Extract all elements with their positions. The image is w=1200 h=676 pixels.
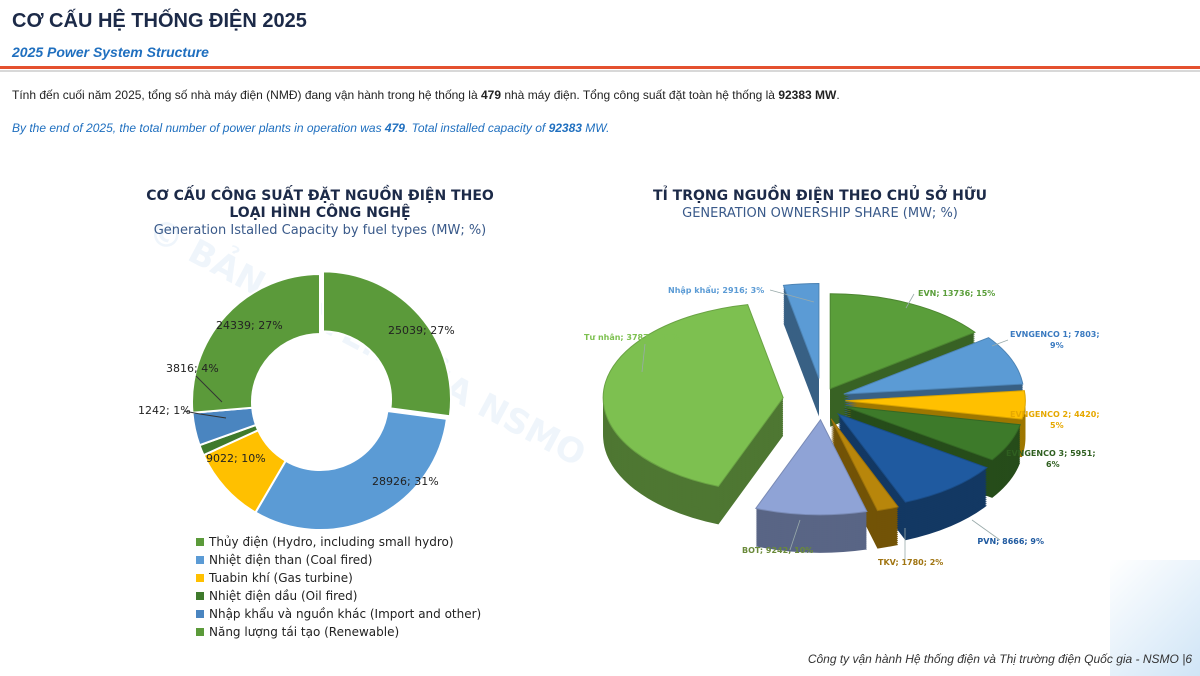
donut-data-label: 9022; 10% [206, 452, 266, 465]
pie-data-label-line: EVN; 13736; 15% [918, 289, 995, 298]
legend-label: Nhiệt điện than (Coal fired) [209, 553, 373, 567]
pie-slice [829, 293, 976, 390]
donut-data-label: 3816; 4% [166, 362, 219, 375]
legend-item: Nhập khẩu và nguồn khác (Import and othe… [196, 605, 481, 623]
legend-item: Năng lượng tái tạo (Renewable) [196, 623, 481, 641]
pie-slice [782, 283, 820, 379]
donut-slice [191, 272, 321, 414]
pie-slice [845, 390, 1026, 420]
pie-slice [830, 418, 900, 512]
intro-en-plants: 479 [384, 121, 405, 135]
pie-data-label-line: 6% [1046, 460, 1060, 469]
leader-line [905, 293, 915, 309]
pie-data-label-line: Tư nhân; 37870; 41% [584, 333, 679, 342]
donut-data-label: 1242; 1% [138, 404, 191, 417]
pie-slice [836, 412, 988, 503]
page-subtitle: 2025 Power System Structure [12, 44, 209, 60]
intro-vi-text: . [836, 88, 840, 102]
pie-slice-group [782, 283, 820, 417]
pie-slice-group [836, 412, 988, 541]
legend-swatch [196, 538, 204, 546]
leader-line [789, 519, 801, 551]
intro-en-text: . Total installed capacity of [404, 121, 549, 135]
pie-data-label-line: 9% [1050, 341, 1064, 350]
legend-label: Nhập khẩu và nguồn khác (Import and othe… [209, 607, 482, 621]
pie-chart-title: TỈ TRỌNG NGUỒN ĐIỆN THEO CHỦ SỞ HỮU GENE… [600, 188, 1040, 223]
pie-data-label-line: TKV; 1780; 2% [878, 558, 943, 567]
donut-chart-title: CƠ CẤU CÔNG SUẤT ĐẶT NGUỒN ĐIỆN THEO LOẠ… [120, 188, 520, 240]
legend-item: Tuabin khí (Gas turbine) [196, 569, 481, 587]
header-divider [0, 66, 1200, 69]
donut-subtitle: Generation Istalled Capacity by fuel typ… [153, 223, 487, 238]
legend-label: Năng lượng tái tạo (Renewable) [209, 625, 400, 639]
donut-title-line1: CƠ CẤU CÔNG SUẤT ĐẶT NGUỒN ĐIỆN THEO [146, 188, 494, 204]
pie-data-label-line: BOT; 9242; 10% [742, 546, 813, 555]
legend-swatch [196, 574, 204, 582]
leader-line [641, 343, 646, 373]
intro-en-capacity: 92383 [548, 121, 582, 135]
donut-slice [322, 270, 453, 418]
leader-line [991, 339, 1009, 347]
leader-line [195, 375, 223, 403]
donut-title-line2: LOẠI HÌNH CÔNG NGHỆ [229, 205, 411, 221]
pie-slice [754, 418, 868, 516]
corner-decoration [1110, 560, 1200, 676]
legend-label: Nhiệt điện dầu (Oil fired) [209, 589, 358, 603]
donut-slice [254, 409, 449, 531]
legend-label: Thủy điện (Hydro, including small hydro) [209, 535, 454, 549]
pie-data-label-line: EVNGENCO 3; 5951; [1006, 449, 1096, 458]
pie-slice [843, 337, 1024, 395]
intro-vi-plants: 479 [480, 88, 501, 102]
pie-data-label-line: PVN; 8666; 9% [977, 537, 1044, 546]
pie-data-label: TKV; 1780; 2% [878, 558, 943, 567]
pie-slice-group [830, 418, 900, 549]
pie-data-label-line: EVNGENCO 1; 7803; [1010, 330, 1100, 339]
legend-swatch [196, 610, 204, 618]
legend-swatch [196, 556, 204, 564]
pie-data-label-line: EVNGENCO 2; 4420; [1010, 410, 1100, 419]
intro-en-text: By the end of 2025, the total number of … [12, 121, 385, 135]
legend-swatch [196, 628, 204, 636]
pie-slice-group [602, 304, 784, 525]
pie-data-label: PVN; 8666; 9% [977, 537, 1044, 546]
pie-data-label-line: 5% [1050, 421, 1064, 430]
intro-en-text: MW. [581, 121, 610, 135]
pie-data-label: Tư nhân; 37870; 41% [584, 333, 679, 342]
intro-vi-text: nhà máy điện. Tổng công suất đặt toàn hệ… [501, 88, 779, 102]
pie-subtitle: GENERATION OWNERSHIP SHARE (MW; %) [682, 206, 958, 221]
intro-en: By the end of 2025, the total number of … [12, 121, 610, 135]
pie-data-label: EVNGENCO 2; 4420; 5% [1010, 410, 1100, 430]
pie-data-label: EVNGENCO 3; 5951; 6% [1006, 449, 1096, 469]
pie-data-label: Nhập khẩu; 2916; 3% [668, 285, 764, 295]
donut-data-label: 24339; 27% [216, 319, 283, 332]
donut-legend: Thủy điện (Hydro, including small hydro)… [196, 533, 481, 641]
leader-line [971, 519, 1001, 541]
legend-item: Nhiệt điện than (Coal fired) [196, 551, 481, 569]
legend-item: Thủy điện (Hydro, including small hydro) [196, 533, 481, 551]
leader-line [183, 410, 227, 419]
intro-vi-text: Tính đến cuối năm 2025, tổng số nhà máy … [12, 88, 481, 102]
pie-title: TỈ TRỌNG NGUỒN ĐIỆN THEO CHỦ SỞ HỮU [653, 188, 987, 204]
header-divider-shadow [0, 70, 1200, 72]
pie-data-label: EVNGENCO 1; 7803; 9% [1010, 330, 1100, 350]
legend-label: Tuabin khí (Gas turbine) [209, 571, 353, 585]
leader-line [769, 289, 815, 303]
donut-data-label: 28926; 31% [372, 475, 439, 488]
pie-slice [843, 405, 1021, 461]
donut-data-label: 25039; 27% [388, 324, 455, 337]
page-title: CƠ CẤU HỆ THỐNG ĐIỆN 2025 [12, 10, 307, 32]
legend-swatch [196, 592, 204, 600]
pie-data-label: EVN; 13736; 15% [918, 289, 995, 298]
footer: Công ty vận hành Hệ thống điện và Thị tr… [807, 652, 1192, 666]
pie-slice [602, 304, 784, 487]
intro-vi: Tính đến cuối năm 2025, tổng số nhà máy … [12, 88, 840, 102]
intro-vi-capacity: 92383 MW [778, 88, 837, 102]
pie-slice-group [754, 418, 868, 553]
pie-data-label: BOT; 9242; 10% [742, 546, 813, 555]
legend-item: Nhiệt điện dầu (Oil fired) [196, 587, 481, 605]
pie-data-label-line: Nhập khẩu; 2916; 3% [668, 285, 764, 295]
